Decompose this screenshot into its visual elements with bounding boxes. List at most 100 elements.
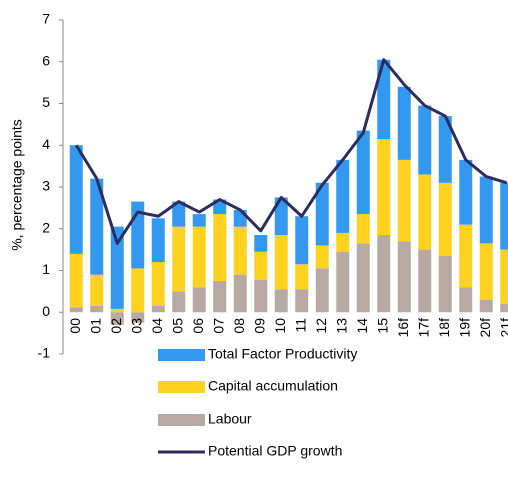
bar-segment (69, 253, 83, 308)
bar-segment (172, 201, 186, 227)
bar-segment (131, 312, 145, 323)
x-tick-label: 10 (272, 318, 288, 334)
y-tick-label: 6 (42, 52, 50, 68)
bar-segment (459, 159, 473, 225)
bar-segment (69, 307, 83, 313)
x-tick-label: 01 (87, 318, 103, 334)
bar-segment (274, 197, 288, 236)
bar-segment (131, 268, 145, 313)
legend-label: Total Factor Productivity (208, 346, 357, 362)
bar-segment (418, 174, 432, 250)
bar-segment (90, 305, 104, 313)
bar-segment (438, 116, 452, 183)
legend-label: Labour (208, 411, 252, 427)
x-tick-label: 15 (374, 318, 390, 334)
bar-segment (459, 224, 473, 288)
bar-segment (459, 287, 473, 313)
bar-segment (479, 176, 493, 244)
bar-segment (479, 243, 493, 300)
x-tick-label: 11 (292, 318, 308, 333)
bar-segment (213, 280, 227, 313)
bar-segment (479, 299, 493, 313)
bar-segment (172, 226, 186, 292)
x-tick-label: 14 (354, 318, 370, 334)
y-tick-label: 3 (42, 178, 50, 194)
bar-segment (336, 251, 350, 313)
bar-segment (336, 232, 350, 252)
y-axis-label: %, percentage points (9, 119, 25, 251)
bar-segment (438, 255, 452, 313)
legend-swatch (158, 349, 205, 361)
bar-segment (315, 182, 329, 246)
bar-segment (315, 245, 329, 269)
bar-segment (356, 214, 370, 244)
legend-swatch (158, 381, 205, 393)
y-tick-label: 5 (42, 94, 50, 110)
bar-segment (151, 262, 165, 306)
bar-segment (377, 59, 391, 139)
bar-segment (172, 291, 186, 313)
line-series (74, 58, 508, 245)
bar-segment (151, 305, 165, 313)
legend-swatch (158, 414, 205, 426)
legend-label: Capital accumulation (208, 378, 338, 394)
bar-segment (397, 241, 411, 313)
bar-segment (295, 216, 309, 265)
bar-segment (418, 249, 432, 313)
bar-segment (274, 289, 288, 313)
bar-segment (336, 159, 350, 233)
bar-segment (377, 138, 391, 236)
x-tick-label: 12 (313, 318, 329, 334)
x-tick-label: 17f (415, 318, 431, 338)
x-tick-label: 04 (149, 318, 165, 334)
bar-segment (254, 279, 268, 313)
bar-segment (233, 274, 247, 313)
x-tick-label: 20f (477, 318, 493, 338)
bar-segment (274, 235, 288, 290)
bar-segment (90, 178, 104, 275)
bar-segment (397, 159, 411, 242)
x-tick-label: 16f (395, 318, 411, 338)
bar-segment (69, 145, 83, 254)
x-tick-label: 13 (333, 318, 349, 334)
x-tick-label: 02 (108, 318, 124, 334)
bar-segment (377, 235, 391, 313)
bar-segment (192, 287, 206, 313)
y-tick-label: 4 (42, 136, 50, 152)
y-tick-label: 2 (42, 219, 50, 235)
bar-segment (500, 303, 508, 313)
bar-segment (438, 182, 452, 256)
y-tick-label: 1 (42, 261, 50, 277)
bar-segment (192, 226, 206, 288)
x-tick-label: 21f (497, 318, 508, 338)
x-tick-label: 03 (128, 318, 144, 334)
bar-segment (254, 235, 268, 252)
bar-segment (254, 251, 268, 280)
bar-segment (110, 226, 124, 309)
y-tick-label: 0 (42, 303, 50, 319)
bar-segment (110, 312, 124, 325)
x-tick-label: 05 (169, 318, 185, 334)
bar-segment (397, 86, 411, 160)
bar-segment (418, 105, 432, 175)
bar-segment (295, 264, 309, 290)
bar-segment (213, 214, 227, 281)
y-tick-label: -1 (38, 345, 51, 361)
x-tick-label: 00 (67, 318, 83, 334)
x-tick-label: 09 (251, 318, 267, 334)
bar-segment (151, 218, 165, 263)
bar-segment (110, 308, 124, 313)
x-tick-label: 06 (190, 318, 206, 334)
x-tick-label: 18f (436, 318, 452, 338)
bar-segment (295, 289, 309, 313)
bar-segment (90, 274, 104, 306)
y-tick-label: 7 (42, 11, 50, 27)
bar-segment (356, 130, 370, 215)
bar-segment (233, 226, 247, 275)
legend-label: Potential GDP growth (208, 443, 342, 459)
bar-segment (315, 268, 329, 313)
x-tick-label: 08 (231, 318, 247, 334)
bar-segment (500, 182, 508, 250)
x-tick-label: 19f (456, 318, 472, 338)
